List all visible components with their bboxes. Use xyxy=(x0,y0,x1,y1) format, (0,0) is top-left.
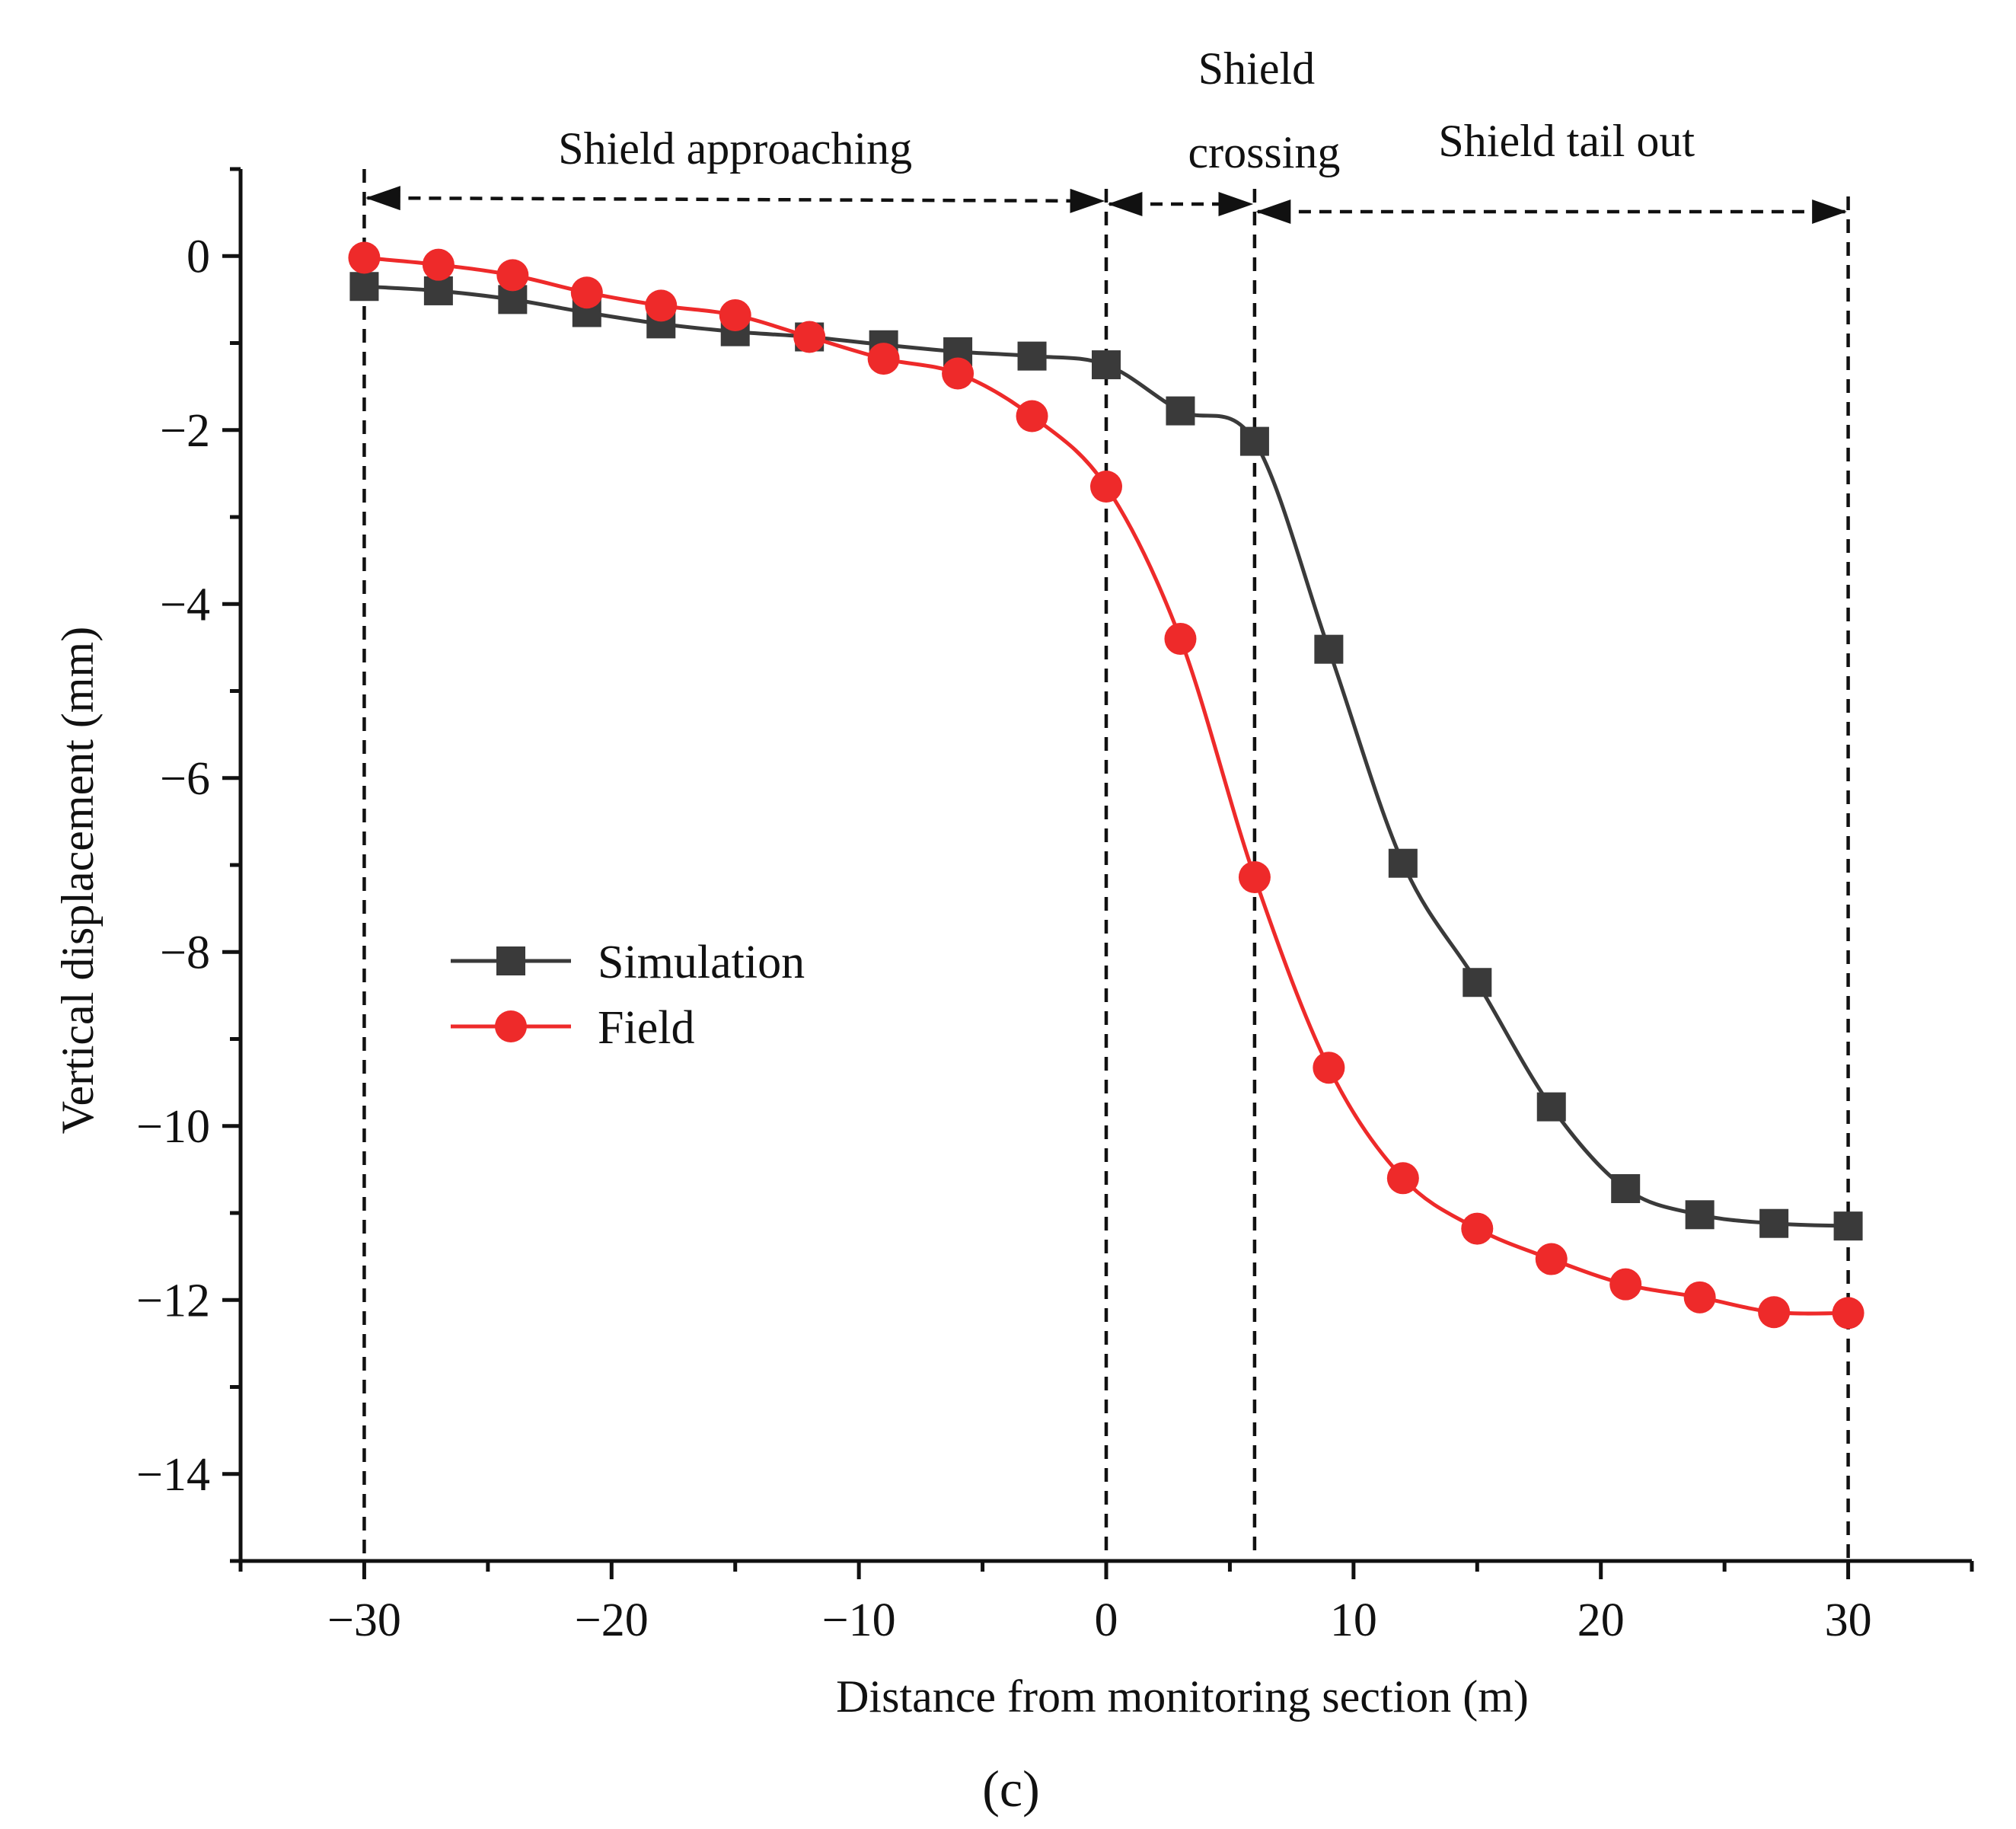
simulation-point xyxy=(1759,1208,1789,1238)
field-point xyxy=(1238,860,1271,893)
field-point xyxy=(1090,471,1122,503)
x-tick-label: −10 xyxy=(822,1594,896,1646)
legend-label-simulation: Simulation xyxy=(598,937,805,988)
y-tick-label: −2 xyxy=(160,405,210,457)
x-tick-label: 10 xyxy=(1330,1594,1377,1646)
simulation-point xyxy=(1463,968,1492,997)
y-tick-label: −14 xyxy=(136,1449,210,1501)
y-tick-label: −6 xyxy=(160,753,210,805)
phase-label-approaching: Shield approaching xyxy=(558,123,912,174)
legend-simulation-marker xyxy=(496,946,525,975)
simulation-point xyxy=(1092,350,1121,380)
simulation-point xyxy=(1611,1174,1641,1204)
phase-label-tail-out: Shield tail out xyxy=(1438,116,1695,166)
axes: −30 −20 −10 0 10 20 30 0 −2 −4 −6 −8 −10 −12 −14 xyxy=(136,167,1974,1646)
field-point xyxy=(867,343,900,375)
x-tick-label: 30 xyxy=(1825,1594,1872,1646)
y-tick-label: −10 xyxy=(136,1101,210,1153)
labels-layer: Distance from monitoring section (m) Ver… xyxy=(53,43,1695,1818)
field-point xyxy=(1832,1297,1864,1329)
y-tick-label: 0 xyxy=(187,231,210,282)
field-point xyxy=(793,321,826,353)
y-axis-title: Vertical displacement (mm) xyxy=(53,627,103,1134)
x-axis-title: Distance from monitoring section (m) xyxy=(836,1671,1529,1722)
field-point xyxy=(1535,1243,1568,1275)
simulation-point xyxy=(349,272,379,302)
simulation-point xyxy=(1388,848,1418,878)
x-tick-label: −30 xyxy=(327,1594,401,1646)
x-tick-label: 0 xyxy=(1095,1594,1118,1646)
field-point xyxy=(570,276,603,309)
simulation-point xyxy=(1314,634,1344,664)
y-tick-label: −8 xyxy=(160,927,210,978)
field-point xyxy=(1609,1268,1642,1301)
series-simulation xyxy=(349,272,1863,1241)
simulation-point xyxy=(1833,1211,1863,1241)
phase-arrow xyxy=(365,186,1105,213)
simulation-point xyxy=(1239,426,1269,456)
field-point xyxy=(1386,1162,1419,1195)
field-point xyxy=(1683,1281,1716,1313)
series-field xyxy=(348,241,1864,1329)
phase-label-crossing-line1: Shield xyxy=(1198,43,1315,94)
simulation-point xyxy=(423,276,453,305)
phase-label-crossing-line2: crossing xyxy=(1188,127,1340,177)
phase-arrows xyxy=(365,186,1847,224)
simulation-point xyxy=(1685,1200,1715,1230)
field-point xyxy=(1164,622,1197,655)
simulation-point xyxy=(1166,396,1195,426)
field-point xyxy=(1313,1052,1345,1084)
field-point xyxy=(1758,1296,1791,1329)
legend-label-field: Field xyxy=(598,1002,694,1054)
y-tick-label: −4 xyxy=(160,579,210,630)
field-point xyxy=(645,289,678,322)
panel-label: (c) xyxy=(982,1760,1039,1818)
x-tick-label: −20 xyxy=(575,1594,649,1646)
field-point xyxy=(1461,1212,1494,1245)
x-tick-label: 20 xyxy=(1577,1594,1625,1646)
field-point xyxy=(942,357,975,390)
field-point xyxy=(1016,400,1048,433)
y-tick-label: −12 xyxy=(136,1275,210,1326)
field-point xyxy=(719,298,751,331)
field-point xyxy=(348,241,381,274)
simulation-point xyxy=(1017,341,1047,371)
series-layer xyxy=(348,241,1864,1329)
field-point xyxy=(496,259,529,292)
legend xyxy=(451,946,571,1042)
field-point xyxy=(422,248,455,281)
legend-field-marker xyxy=(495,1010,527,1042)
simulation-point xyxy=(1536,1092,1566,1122)
